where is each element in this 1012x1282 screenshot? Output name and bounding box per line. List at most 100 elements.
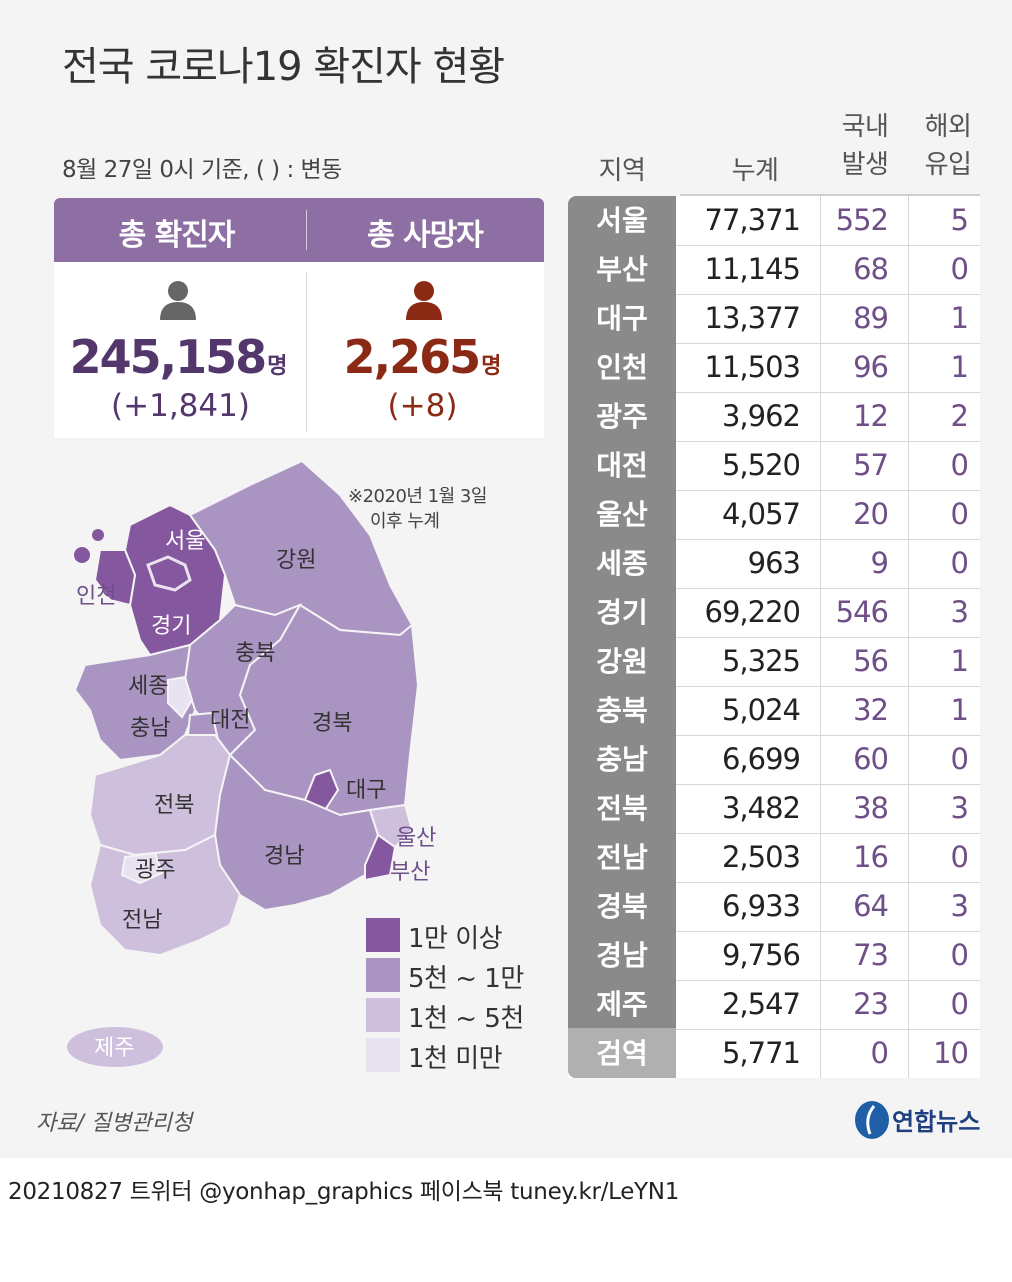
header-rule — [680, 194, 980, 196]
table-row: 전북 3,482 38 3 — [568, 784, 980, 833]
row-divider — [676, 539, 980, 540]
korea-map: 서울 인천 경기 강원 충북 세종 충남 대전 경북 대구 전북 광주 전남 경… — [67, 459, 436, 1067]
region-cell: 검역 — [596, 1037, 648, 1070]
region-cell: 전남 — [596, 841, 648, 874]
table-row: 충남 6,699 60 0 — [568, 735, 980, 784]
map-label-daegu: 대구 — [346, 778, 386, 803]
row-divider — [676, 343, 980, 344]
region-cell: 충북 — [596, 694, 648, 727]
map-label-gwangju: 광주 — [135, 858, 175, 883]
person-icon — [406, 281, 442, 320]
overseas-cell: 0 — [950, 252, 969, 286]
map-label-jeonbuk: 전북 — [154, 793, 194, 818]
map-label-gyeonggi: 경기 — [151, 614, 191, 639]
map-label-sejong: 세종 — [128, 674, 168, 699]
region-cell: 경남 — [596, 939, 648, 972]
source-note: 자료/ 질병관리청 — [36, 1111, 193, 1136]
region-cell: 대전 — [596, 449, 648, 482]
deaths-change: (+8) — [387, 388, 458, 424]
deaths-total: 2,265명 — [343, 330, 502, 384]
overseas-cell: 0 — [950, 448, 969, 482]
domestic-cell: 96 — [853, 350, 889, 384]
total-cell: 69,220 — [704, 595, 801, 629]
domestic-cell: 60 — [853, 742, 889, 776]
region-cell: 전북 — [596, 792, 648, 825]
row-divider — [676, 637, 980, 638]
table-row: 전남 2,503 16 0 — [568, 833, 980, 882]
map-label-busan: 부산 — [390, 860, 430, 885]
region-cell: 대구 — [596, 302, 648, 335]
overseas-cell: 0 — [950, 987, 969, 1021]
legend-swatch — [366, 958, 400, 992]
total-cell: 11,503 — [704, 350, 801, 384]
row-divider — [676, 784, 980, 785]
region-cell: 부산 — [596, 253, 648, 286]
overseas-cell: 0 — [950, 497, 969, 531]
cumulative-note: ※2020년 1월 3일 이후 누계 — [348, 486, 487, 532]
yonhap-logo: 연합뉴스 — [852, 1098, 992, 1146]
confirmed-label: 총 확진자 — [118, 218, 236, 253]
legend-swatch — [366, 1038, 400, 1072]
total-cell: 2,547 — [721, 987, 801, 1021]
overseas-cell: 1 — [950, 350, 969, 384]
row-divider — [676, 735, 980, 736]
summary-divider — [306, 210, 307, 250]
table-row: 세종 963 9 0 — [568, 539, 980, 588]
header-domestic: 국내 발생 — [841, 112, 889, 180]
domestic-cell: 23 — [853, 987, 889, 1021]
domestic-cell: 64 — [853, 889, 889, 923]
map-label-daejeon: 대전 — [210, 708, 250, 733]
row-divider — [676, 686, 980, 687]
region-cell: 경기 — [596, 596, 648, 629]
total-cell: 6,933 — [721, 889, 801, 923]
map-region-seoul — [146, 555, 192, 592]
row-divider — [676, 833, 980, 834]
region-cell: 서울 — [596, 204, 648, 237]
confirmed-total: 245,158명 — [69, 330, 288, 384]
legend-label: 1만 이상 — [408, 924, 503, 954]
total-cell: 11,145 — [704, 252, 801, 286]
domestic-cell: 56 — [853, 644, 889, 678]
overseas-cell: 3 — [950, 791, 969, 825]
overseas-cell: 3 — [950, 595, 969, 629]
total-cell: 5,520 — [721, 448, 801, 482]
overseas-cell: 0 — [950, 742, 969, 776]
table-row: 충북 5,024 32 1 — [568, 686, 980, 735]
overseas-cell: 1 — [950, 301, 969, 335]
total-cell: 5,771 — [721, 1036, 801, 1070]
map-label-incheon: 인천 — [76, 584, 116, 609]
logo-mark: 연합뉴스 — [855, 1101, 980, 1139]
map-label-chungbuk: 충북 — [235, 641, 275, 666]
domestic-cell: 89 — [853, 301, 889, 335]
total-cell: 3,962 — [721, 399, 801, 433]
total-cell: 9,756 — [721, 938, 801, 972]
row-divider — [676, 245, 980, 246]
map-region-gwangju — [120, 851, 164, 885]
row-divider — [676, 931, 980, 932]
domestic-cell: 552 — [835, 203, 889, 237]
region-cell: 경북 — [596, 890, 648, 923]
domestic-cell: 9 — [870, 546, 889, 580]
row-divider — [676, 1029, 980, 1030]
header-region: 지역 — [598, 156, 646, 186]
table-row: 부산 11,145 68 0 — [568, 245, 980, 294]
summary-body-divider — [306, 272, 307, 432]
row-divider — [676, 441, 980, 442]
map-region-jeonnam — [88, 833, 242, 957]
header-total: 누계 — [731, 156, 779, 186]
legend-swatch — [366, 998, 400, 1032]
table-row: 울산 4,057 20 0 — [568, 490, 980, 539]
legend-label: 5천 ~ 1만 — [408, 964, 524, 994]
row-divider — [676, 980, 980, 981]
region-cell: 인천 — [596, 351, 648, 384]
row-divider — [676, 882, 980, 883]
legend-label: 1천 ~ 5천 — [408, 1004, 524, 1034]
region-cell: 제주 — [596, 988, 648, 1021]
quarantine-region-cell — [568, 1028, 676, 1078]
domestic-cell: 546 — [835, 595, 889, 629]
summary-header — [54, 198, 544, 262]
total-cell: 963 — [747, 546, 801, 580]
deaths-label: 총 사망자 — [367, 218, 484, 253]
region-cell: 광주 — [596, 400, 648, 433]
basis-note: 8월 27일 0시 기준, ( ) : 변동 — [62, 157, 342, 183]
